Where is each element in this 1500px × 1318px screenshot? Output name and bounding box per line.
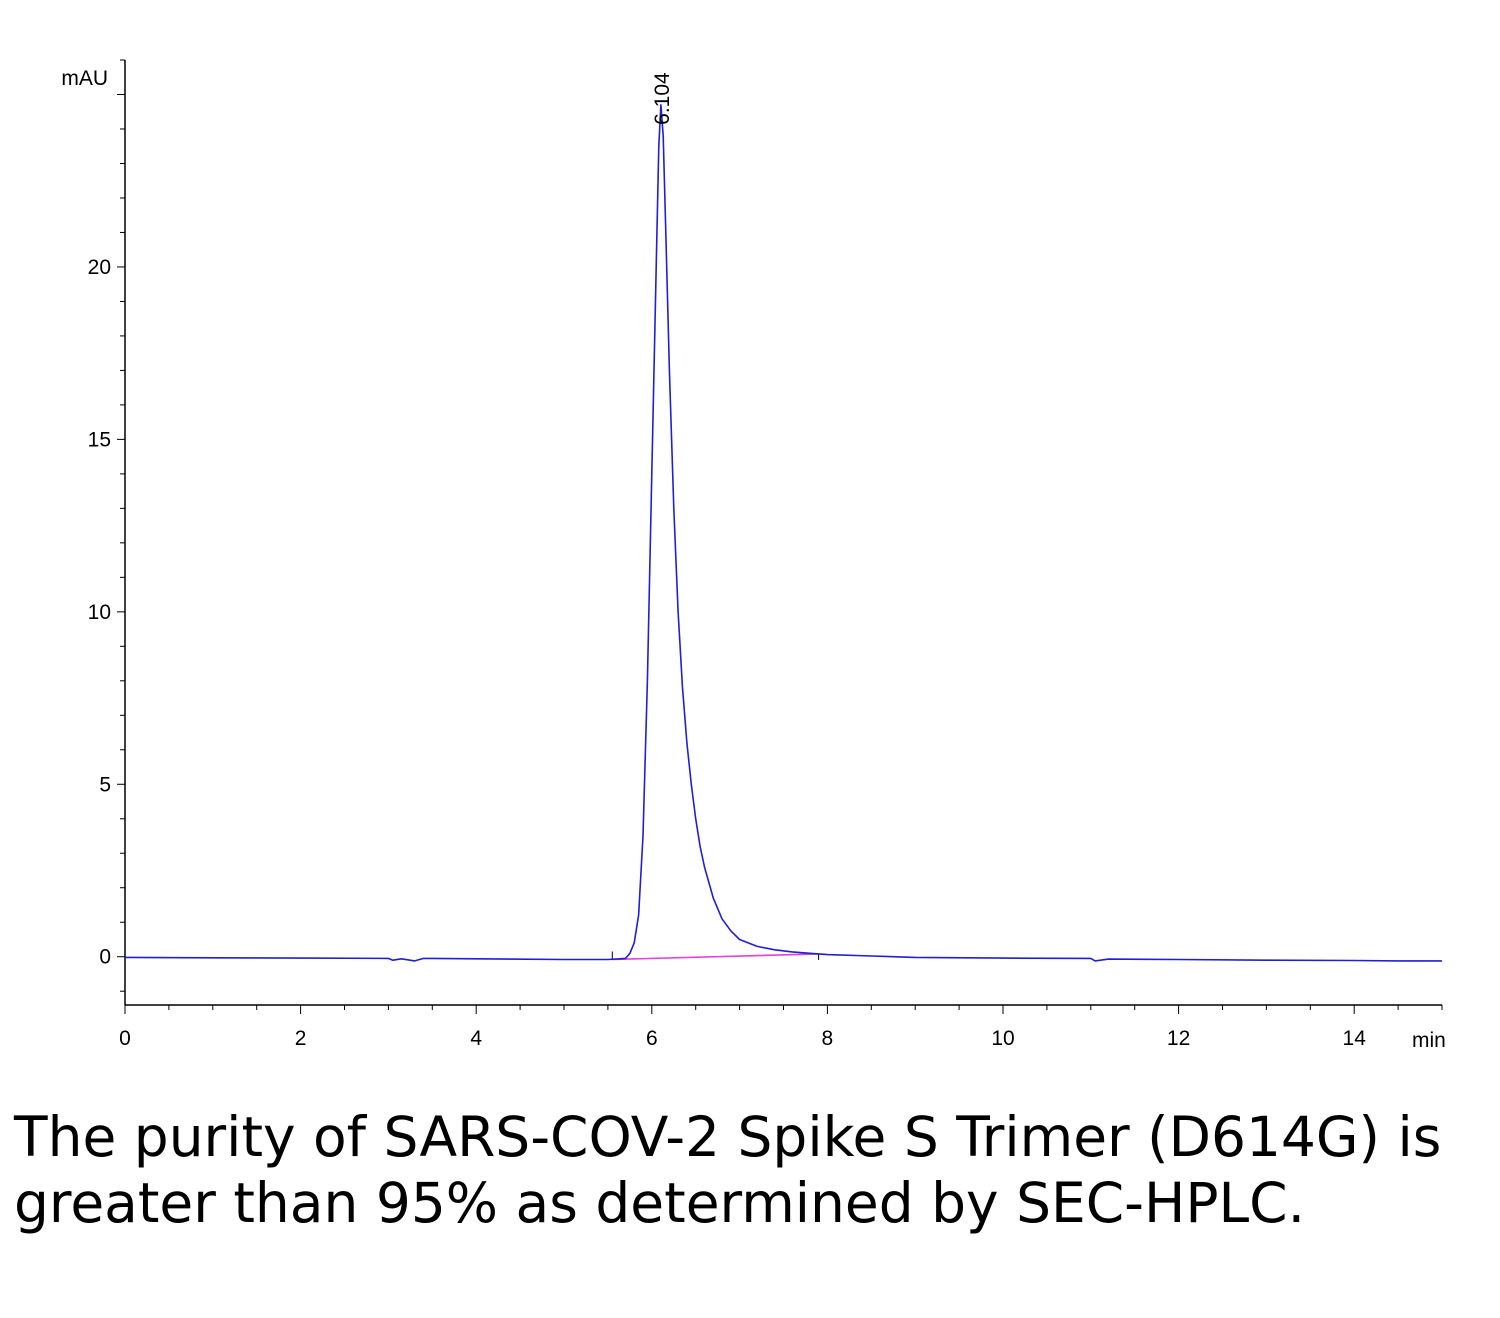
x-tick-label: 8 (822, 1027, 834, 1050)
labels: 0 5 10 15 20 0 2 4 6 8 10 12 14 mAU min 6.104 (61, 67, 1446, 1052)
figure-caption: The purity of SARS-COV-2 Spike S Trimer … (14, 1105, 1442, 1235)
y-unit-label: mAU (61, 67, 108, 90)
y-tick-label: 20 (88, 256, 111, 279)
x-tick-label: 10 (991, 1027, 1014, 1050)
traces (124, 104, 1442, 962)
x-unit-label: min (1412, 1029, 1446, 1052)
y-tick-label: 10 (88, 601, 111, 624)
y-tick-label: 15 (88, 428, 111, 451)
ticks (117, 59, 1443, 1014)
peak-retention-label: 6.104 (651, 72, 674, 125)
y-tick-label: 0 (99, 946, 111, 969)
chromatogram-trace (124, 104, 1442, 962)
y-tick-label: 5 (99, 773, 111, 796)
x-tick-label: 0 (119, 1027, 131, 1050)
axes (124, 60, 1442, 1006)
x-tick-label: 12 (1167, 1027, 1190, 1050)
integration-baseline (612, 953, 819, 961)
chromatogram-chart: 0 5 10 15 20 0 2 4 6 8 10 12 14 mAU min 6.104 (61, 59, 1446, 1052)
x-tick-label: 4 (470, 1027, 482, 1050)
x-tick-label: 2 (295, 1027, 307, 1050)
x-tick-label: 14 (1343, 1027, 1367, 1050)
x-tick-label: 6 (646, 1027, 658, 1050)
chromatogram-svg: 0 5 10 15 20 0 2 4 6 8 10 12 14 mAU min 6.104 (61, 59, 1446, 1052)
